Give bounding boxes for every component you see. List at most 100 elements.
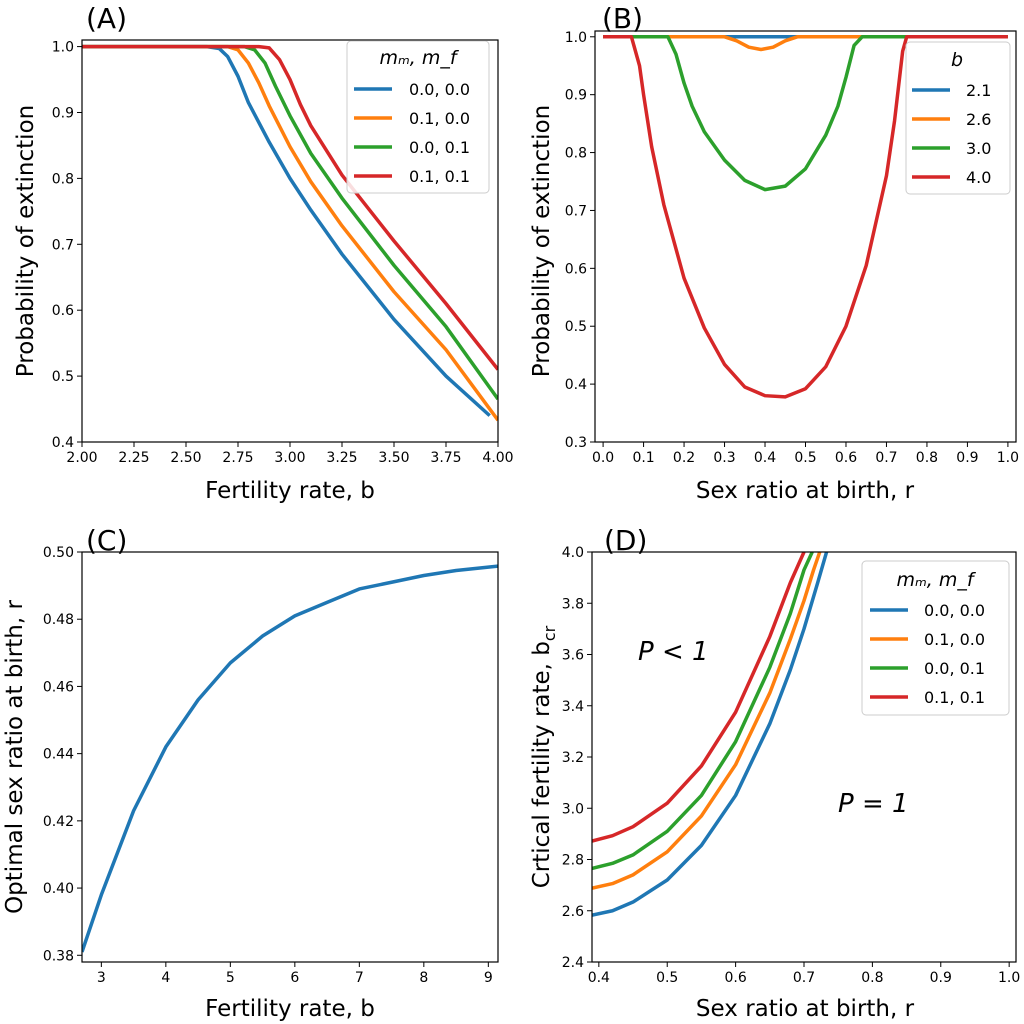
panel-b-ytick-label: 0.3 xyxy=(565,435,587,451)
panel-c-ylabel: Optimal sex ratio at birth, r xyxy=(2,600,28,914)
panel-d-annotation-p-less: P < 1 xyxy=(638,637,709,667)
panel-b-ytick-label: 0.4 xyxy=(565,377,587,393)
panel-d-xtick-label: 0.7 xyxy=(793,970,815,986)
panel-a-series-4 xyxy=(82,44,498,371)
panel-b-legend-item-1: 2.1 xyxy=(966,81,991,100)
panel-c-series-group xyxy=(82,564,498,953)
panel-d-ytick-label: 3.6 xyxy=(562,648,584,664)
panel-d-series-group xyxy=(592,552,829,917)
panel-a-ytick-label: 0.5 xyxy=(52,369,74,385)
panel-d-annotation-p-equal: P = 1 xyxy=(838,789,909,819)
panel-b-xtick-label: 0.1 xyxy=(632,450,654,466)
panel-c-xtick-label: 7 xyxy=(355,970,364,986)
panel-a-series-3 xyxy=(82,44,498,401)
panel-b-xtick-label: 0.7 xyxy=(875,450,897,466)
panel-d-legend-item-4: 0.1, 0.1 xyxy=(924,688,985,707)
panel-a-xtick-label: 2.25 xyxy=(118,450,149,466)
panel-c-xtick-label: 6 xyxy=(290,970,299,986)
panel-b-ytick-label: 1.0 xyxy=(565,30,587,46)
panel-a-ytick-label: 0.8 xyxy=(52,171,74,187)
panel-b-series-2 xyxy=(603,35,1008,52)
panel-b: (B) Sex ratio at birth, r Probability of… xyxy=(529,2,1019,504)
panel-a-legend-item-4: 0.1, 0.1 xyxy=(409,167,470,186)
panel-a-ylabel: Probability of extinction xyxy=(13,105,39,377)
panel-c-xtick-label: 5 xyxy=(226,970,235,986)
panel-d-ytick-label: 4.0 xyxy=(562,545,584,561)
panel-b-xlabel: Sex ratio at birth, r xyxy=(696,478,915,504)
panel-a-xtick-label: 3.25 xyxy=(326,450,357,466)
panel-d-legend-box xyxy=(861,560,1010,716)
panel-c-ytick-label: 0.40 xyxy=(43,881,74,897)
panel-a-series-group xyxy=(82,44,498,422)
panel-d-series-3 xyxy=(592,552,814,871)
panel-b-plot: 0.0 0.1 0.2 0.3 0.4 0.5 0.6 0.7 0.8 0.9 1.0 0.3 0.4 0… xyxy=(565,30,1019,466)
panel-c-ytick-label: 0.38 xyxy=(43,948,74,964)
panel-b-xtick-label: 0.5 xyxy=(794,450,816,466)
panel-c-ytick-label: 0.48 xyxy=(43,612,74,628)
panel-a: (A) Fertility rate, b Probability of ext… xyxy=(13,2,514,504)
panel-a-legend: mₘ, m_f 0.0, 0.0 0.1, 0.0 0.0, 0.1 0.1, … xyxy=(346,40,490,194)
panel-b-xtick-label: 0.9 xyxy=(956,450,978,466)
panel-a-plot: 2.00 2.25 2.50 2.75 3.00 3.25 3.50 3.75 4.00 0.4 0… xyxy=(52,39,514,466)
panel-b-xtick-label: 0.4 xyxy=(754,450,776,466)
panel-d-legend: mₘ, m_f 0.0, 0.0 0.1, 0.0 0.0, 0.1 0.1, … xyxy=(861,560,1010,716)
panel-c-ytick-label: 0.50 xyxy=(43,545,74,561)
panel-a-xtick-label: 4.00 xyxy=(482,450,513,466)
panel-c-plot: 3 4 5 6 7 8 9 0.38 0.40 0.42 0.44 0.46 0.48 0.50 xyxy=(43,545,499,986)
panel-a-legend-box xyxy=(346,40,490,194)
panel-b-ytick-label: 0.6 xyxy=(565,261,587,277)
panel-a-xtick-label: 2.75 xyxy=(222,450,253,466)
panel-d-ytick-label: 2.4 xyxy=(562,955,584,971)
panel-d-ytick-label: 3.2 xyxy=(562,750,584,766)
panel-d-ylabel: Crtical fertility rate, bcr xyxy=(529,625,559,888)
panel-a-legend-item-1: 0.0, 0.0 xyxy=(409,80,470,99)
panel-b-series-group xyxy=(603,35,1008,399)
panel-d: (D) Sex ratio at birth, r Crtical fertil… xyxy=(529,524,1020,1022)
panel-b-series-4 xyxy=(603,35,1008,399)
panel-b-series-3 xyxy=(603,35,1008,192)
panel-a-xtick-label: 2.00 xyxy=(66,450,97,466)
panel-d-legend-item-3: 0.0, 0.1 xyxy=(924,659,985,678)
panel-b-xtick-label: 0.8 xyxy=(916,450,938,466)
panel-d-xtick-label: 1.0 xyxy=(998,970,1020,986)
panel-d-ytick-label: 3.8 xyxy=(562,596,584,612)
panel-d-ytick-label: 2.6 xyxy=(562,904,584,920)
panel-d-plot: 0.4 0.5 0.6 0.7 0.8 0.9 1.0 2.4 2.6 2.8 3.0 3.2 3.4 3… xyxy=(562,545,1021,986)
panel-a-series-2 xyxy=(82,44,498,422)
panel-d-ylabel-sub: cr xyxy=(540,625,559,641)
panel-b-xtick-label: 0.6 xyxy=(835,450,857,466)
panel-d-legend-item-1: 0.0, 0.0 xyxy=(924,601,985,620)
panel-b-xtick-label: 0.3 xyxy=(713,450,735,466)
panel-c-xlabel: Fertility rate, b xyxy=(205,996,375,1022)
panel-c-series-1 xyxy=(82,564,498,953)
panel-b-legend: b 2.1 2.6 3.0 4.0 xyxy=(905,41,1011,195)
panel-a-xtick-label: 3.00 xyxy=(274,450,305,466)
panel-d-ytick-label: 2.8 xyxy=(562,853,584,869)
panel-b-legend-item-4: 4.0 xyxy=(966,168,991,187)
panel-b-xtick-label: 0.2 xyxy=(673,450,695,466)
panel-a-series-1 xyxy=(82,44,491,417)
panel-b-legend-box xyxy=(905,41,1011,195)
panel-d-legend-title: mₘ, m_f xyxy=(896,569,976,591)
panel-c-xtick-label: 8 xyxy=(419,970,428,986)
panel-d-series-1 xyxy=(592,552,829,917)
panel-a-ytick-label: 0.7 xyxy=(52,237,74,253)
panel-d-xlabel-text: Sex ratio at birth, r xyxy=(696,996,915,1022)
panel-a-xtick-label: 3.50 xyxy=(378,450,409,466)
panel-d-xtick-label: 0.6 xyxy=(724,970,746,986)
panel-d-series-4 xyxy=(592,552,806,843)
panel-d-xlabel: Sex ratio at birth, r xyxy=(696,996,915,1022)
panel-a-label: (A) xyxy=(86,2,127,35)
panel-b-legend-item-2: 2.6 xyxy=(966,110,991,129)
panel-d-legend-item-2: 0.1, 0.0 xyxy=(924,630,985,649)
panel-c-ytick-label: 0.46 xyxy=(43,679,74,695)
panel-a-xtick-label: 2.50 xyxy=(170,450,201,466)
panel-b-legend-item-3: 3.0 xyxy=(966,139,991,158)
panel-a-ytick-label: 0.9 xyxy=(52,105,74,121)
panel-b-ytick-label: 0.5 xyxy=(565,319,587,335)
panel-c-xtick-label: 4 xyxy=(161,970,170,986)
panel-c-xtick-label: 9 xyxy=(484,970,493,986)
panel-b-label: (B) xyxy=(602,2,643,35)
panel-b-xtick-label: 0.0 xyxy=(592,450,614,466)
